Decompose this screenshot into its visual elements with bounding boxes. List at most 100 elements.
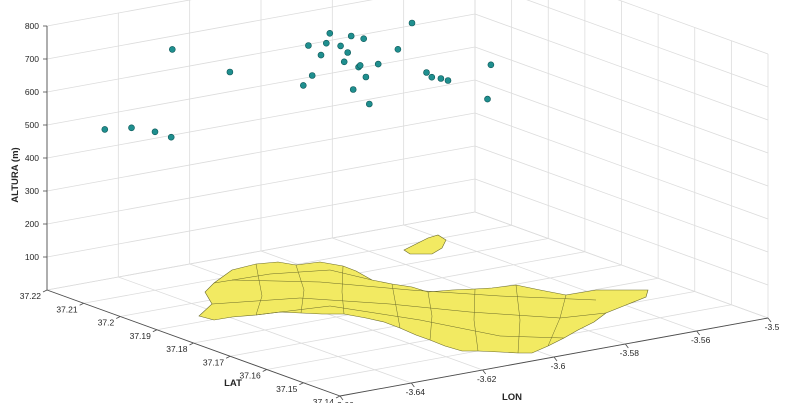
map-boundary: [341, 265, 345, 315]
grid-line: [46, 112, 476, 192]
chart-grid: [46, 0, 769, 397]
data-point: [362, 73, 370, 81]
grid-line: [46, 79, 476, 159]
data-point: [487, 61, 495, 69]
map-boundary: [255, 263, 263, 316]
x-tick-label: -3.66: [334, 400, 354, 403]
y-tick: [116, 316, 121, 319]
map-boundary: [255, 305, 565, 339]
map-boundary: [231, 279, 597, 301]
tick-labels: -3.66 -3.64 -3.62 -3.6 -3.58 -3.56 -3.5 37.22 37…: [20, 21, 780, 403]
grid-line: [46, 46, 476, 126]
y-tick: [299, 382, 304, 386]
map-region-island: [403, 234, 447, 255]
x-tick: [625, 343, 629, 349]
data-point: [349, 86, 357, 93]
y-tick: [335, 395, 341, 399]
grid-line: [474, 13, 769, 121]
data-point: [408, 19, 416, 27]
x-tick-label: -3.62: [477, 374, 497, 384]
data-point: [344, 49, 352, 56]
data-points: [101, 19, 495, 141]
map-boundary: [213, 269, 373, 284]
data-point: [128, 124, 135, 132]
data-point: [317, 51, 325, 59]
map-boundary: [427, 291, 433, 341]
z-tick-label: 400: [25, 153, 39, 163]
map-boundary: [211, 297, 607, 319]
y-tick: [152, 329, 158, 333]
grid-line: [474, 145, 769, 253]
map-boundary: [391, 283, 401, 329]
data-point: [326, 29, 334, 37]
y-tick-label: 37.16: [239, 371, 261, 381]
x-tick-label: -3.64: [406, 387, 426, 397]
grid-line: [617, 0, 769, 55]
x-tick: [411, 382, 415, 388]
data-point: [360, 35, 368, 43]
grid-line: [474, 178, 769, 286]
grid-line: [474, 211, 769, 319]
y-tick-label: 37.14: [313, 397, 335, 403]
y-tick: [189, 342, 194, 346]
y-tick-label: 37.17: [203, 357, 225, 367]
y-tick-label: 37.18: [166, 344, 188, 354]
y-tick-label: 37.15: [276, 384, 298, 394]
y-tick-label: 37.2: [98, 318, 115, 328]
z-tick-label: 700: [25, 54, 39, 64]
x-tick-label: -3.58: [620, 348, 640, 358]
data-point: [347, 32, 355, 40]
data-point: [299, 82, 307, 89]
data-point: [337, 42, 344, 50]
data-point: [169, 46, 176, 53]
grid-line: [526, 0, 769, 88]
data-point: [423, 69, 430, 76]
x-tick: [696, 330, 700, 336]
x-axis-label: LON: [502, 392, 522, 403]
chart-axes: [42, 25, 772, 401]
data-point: [308, 72, 316, 79]
data-point: [484, 95, 491, 103]
grid-line: [46, 0, 192, 27]
data-point: [444, 77, 452, 84]
x-tick: [339, 395, 344, 401]
grid-line: [474, 112, 769, 220]
x-tick-label: -3.6: [551, 361, 566, 371]
data-point: [428, 73, 436, 81]
map-boundary: [473, 288, 479, 352]
y-tick-label: 37.22: [20, 291, 42, 301]
x-tick-label: -3.5: [765, 322, 780, 332]
base-map: [198, 234, 649, 354]
data-point: [101, 126, 109, 133]
data-point: [356, 62, 364, 69]
y-tick-label: 37.19: [130, 331, 152, 341]
data-point: [374, 60, 382, 68]
grid-line: [46, 13, 476, 93]
x-tick: [767, 317, 772, 323]
map-boundary: [295, 264, 305, 314]
data-point: [226, 68, 234, 76]
z-tick-label: 100: [25, 252, 39, 262]
grid-line: [46, 145, 476, 225]
data-point: [394, 45, 402, 53]
z-axis-label: ALTURA (m): [10, 147, 21, 202]
data-point: [365, 100, 373, 108]
data-point: [151, 128, 159, 136]
grid-line: [46, 0, 373, 60]
x-tick: [482, 369, 486, 375]
z-tick-label: 200: [25, 219, 39, 229]
y-axis-label: LAT: [224, 378, 242, 389]
data-point: [340, 58, 348, 66]
y-tick: [262, 369, 267, 372]
grid-line: [46, 178, 476, 258]
x-tick-label: -3.56: [691, 335, 711, 345]
grid-line: [474, 79, 769, 187]
z-tick-label: 600: [25, 87, 39, 97]
y-tick: [79, 302, 84, 306]
z-tick-label: 800: [25, 21, 39, 31]
data-point: [305, 42, 312, 49]
data-point: [437, 75, 445, 82]
z-tick-label: 500: [25, 120, 39, 130]
data-point: [167, 133, 175, 141]
